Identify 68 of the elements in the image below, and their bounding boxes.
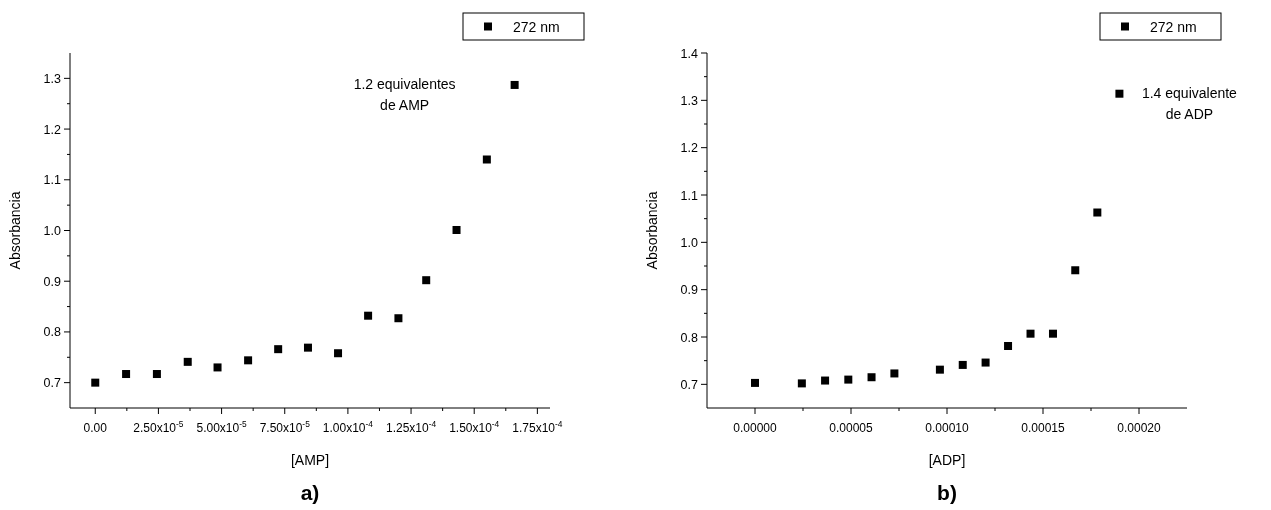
y-tick-label: 1.0 <box>680 235 699 250</box>
annotation: 1.2 equivalentes de AMP <box>353 75 456 113</box>
x-tick-label: 5.00x10$^{-5}$ <box>196 419 247 435</box>
point <box>797 379 806 388</box>
x-tick-label: 0.00020 <box>1117 421 1162 435</box>
x-tick-label: 0.00005 <box>829 421 874 435</box>
point <box>91 378 100 387</box>
y-axis-title: Absorbancia <box>7 191 23 270</box>
point <box>122 370 131 379</box>
point <box>890 369 899 378</box>
x-tick-label: 1.50x10$^{-4}$ <box>449 419 500 435</box>
y-tick-label: 1.2 <box>43 122 62 137</box>
x-tick-label: 0.00 <box>83 421 108 435</box>
x-axis-title: [AMP] <box>290 452 330 468</box>
x-tick-label: 0.00010 <box>925 421 970 435</box>
y-tick-label: 0.7 <box>680 377 699 392</box>
x-tick-label: 7.50x10$^{-5}$ <box>259 419 311 435</box>
x-tick-label: 1.75x10$^{-4}$ <box>512 419 563 435</box>
point <box>510 80 519 89</box>
point <box>1004 341 1013 350</box>
y-tick-label: 0.8 <box>680 330 699 345</box>
x-tick-label: 1.25x10$^{-4}$ <box>385 419 437 435</box>
point <box>867 373 876 382</box>
text: b) <box>937 481 957 504</box>
point <box>1093 208 1102 217</box>
x-axis-title: [ADP] <box>928 452 966 468</box>
point <box>821 376 830 385</box>
point <box>394 314 403 323</box>
annotation: 1.4 equivalente de ADP <box>1141 84 1238 122</box>
x-tick-label: 0.00015 <box>1021 421 1066 435</box>
point <box>274 345 283 354</box>
point <box>958 360 967 369</box>
y-tick-label: 1.4 <box>680 46 699 61</box>
y-tick-label: 1.1 <box>680 188 699 203</box>
point <box>844 375 853 384</box>
y-tick-label: 0.9 <box>43 274 62 289</box>
y-tick-label: 0.8 <box>43 325 62 340</box>
legend-label: 272 nm <box>1150 18 1197 35</box>
y-tick-label: 1.0 <box>43 224 62 238</box>
y-tick-label: 0.9 <box>680 283 699 298</box>
y-axis-title: Absorbancia <box>644 191 660 270</box>
point <box>1115 89 1124 98</box>
x-tick-label: 1.00x10$^{-4}$ <box>322 419 374 435</box>
y-tick-label: 1.1 <box>43 173 62 188</box>
x-tick-label: 0.00000 <box>733 421 778 435</box>
point <box>935 365 944 374</box>
point <box>183 357 192 366</box>
point <box>1048 329 1057 338</box>
y-tick-label: 1.3 <box>43 71 62 86</box>
point <box>364 311 373 320</box>
point <box>482 155 491 164</box>
point <box>1071 266 1080 275</box>
point <box>303 343 312 352</box>
point <box>334 349 343 358</box>
legend-label: 272 nm <box>513 18 560 35</box>
y-tick-label: 1.2 <box>680 141 699 156</box>
point <box>452 225 461 234</box>
point <box>152 370 161 379</box>
point <box>981 358 990 367</box>
y-tick-label: 0.7 <box>43 376 62 391</box>
point <box>1026 329 1035 338</box>
y-tick-label: 1.3 <box>680 93 699 108</box>
point <box>751 378 759 387</box>
x-tick-label: 2.50x10$^{-5}$ <box>133 419 184 435</box>
point <box>422 276 431 285</box>
point <box>244 356 253 365</box>
point <box>213 363 222 372</box>
text: a) <box>300 481 320 504</box>
